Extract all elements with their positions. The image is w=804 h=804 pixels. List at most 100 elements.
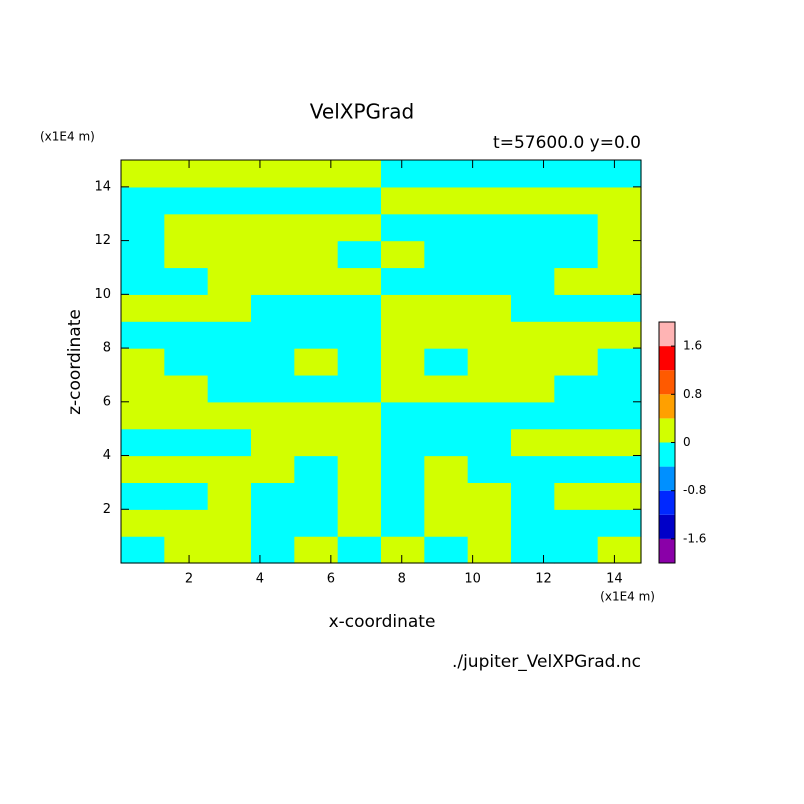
contour-cell — [251, 213, 295, 242]
contour-cell — [251, 401, 295, 430]
x-tick-label: 4 — [256, 572, 264, 587]
contour-cell — [381, 348, 425, 376]
contour-cell — [424, 267, 469, 295]
contour-cell — [381, 321, 425, 349]
contour-cell — [554, 213, 599, 242]
contour-cell — [597, 321, 642, 349]
contour-cell — [294, 186, 339, 215]
contour-cell — [207, 455, 252, 483]
contour-cell — [554, 374, 599, 403]
contour-cell — [207, 186, 252, 215]
chart-subtitle: t=57600.0 y=0.0 — [493, 133, 641, 153]
contour-cell — [597, 294, 642, 322]
contour-cell — [251, 536, 295, 564]
contour-cell — [164, 294, 209, 322]
colorbar-segment — [659, 370, 675, 395]
colorbar-segment — [659, 442, 675, 467]
contour-cell — [597, 160, 642, 188]
contour-cell — [554, 267, 599, 295]
contour-cell — [467, 294, 512, 322]
contour-cell — [424, 240, 469, 269]
contour-cell — [121, 509, 165, 537]
x-tick-label: 6 — [327, 572, 335, 587]
contour-cell — [337, 267, 382, 295]
contour-cell — [251, 240, 295, 269]
contour-cell — [251, 509, 295, 537]
colorbar-segment — [659, 490, 675, 515]
contour-cell — [294, 509, 339, 537]
contour-cell — [164, 455, 209, 483]
contour-cell — [467, 348, 512, 376]
contour-cell — [424, 160, 469, 188]
x-tick-label: 14 — [606, 572, 623, 587]
contour-cell — [337, 321, 382, 349]
contour-cell — [424, 294, 469, 322]
contour-cell — [511, 321, 555, 349]
contour-cell — [554, 160, 599, 188]
contour-cell — [511, 213, 555, 242]
contour-cell — [597, 240, 642, 269]
colorbar-segment — [659, 394, 675, 419]
contour-cell — [164, 267, 209, 295]
colorbar-tick-label: 0 — [683, 435, 691, 449]
contour-cell — [424, 428, 469, 457]
contour-cell — [467, 401, 512, 430]
contour-cell — [467, 160, 512, 188]
contour-cell — [424, 509, 469, 537]
contour-cell — [381, 267, 425, 295]
contour-cell — [511, 401, 555, 430]
contour-cell — [251, 455, 295, 483]
contour-cell — [251, 374, 295, 403]
contour-cell — [207, 213, 252, 242]
contour-cell — [381, 213, 425, 242]
x-unit: (x1E4 m) — [600, 590, 655, 604]
contour-cell — [424, 213, 469, 242]
contour-cell — [467, 267, 512, 295]
contour-cell — [121, 267, 165, 295]
x-tick-label: 12 — [535, 572, 552, 587]
contour-cell — [554, 482, 599, 510]
contour-cell — [424, 536, 469, 564]
colorbar-segment — [659, 418, 675, 443]
contour-cell — [121, 294, 165, 322]
x-tick-label: 10 — [464, 572, 481, 587]
contour-cell — [511, 455, 555, 483]
contour-cell — [121, 160, 165, 188]
x-tick-label: 2 — [185, 572, 193, 587]
contour-cell — [554, 428, 599, 457]
contour-cell — [294, 348, 339, 376]
contour-cell — [597, 213, 642, 242]
contour-cell — [554, 401, 599, 430]
contour-cell — [597, 374, 642, 403]
contour-cell — [597, 348, 642, 376]
contour-cell — [337, 482, 382, 510]
contour-cell — [294, 294, 339, 322]
contour-cell — [467, 186, 512, 215]
contour-cell — [251, 482, 295, 510]
contour-cell — [164, 240, 209, 269]
contour-cell — [381, 401, 425, 430]
contour-cell — [164, 536, 209, 564]
contour-cell — [337, 186, 382, 215]
contour-cell — [554, 455, 599, 483]
x-tick-label: 8 — [398, 572, 406, 587]
contour-cell — [251, 186, 295, 215]
contour-cell — [597, 509, 642, 537]
colorbar-tick-label: -1.6 — [683, 531, 706, 545]
contour-cell — [337, 401, 382, 430]
contour-cell — [251, 321, 295, 349]
contour-cell — [251, 348, 295, 376]
contour-cell — [121, 536, 165, 564]
contour-cell — [597, 401, 642, 430]
contour-cell — [337, 455, 382, 483]
contour-cell — [381, 240, 425, 269]
contour-cell — [294, 401, 339, 430]
contour-cell — [294, 482, 339, 510]
contour-cell — [294, 428, 339, 457]
contour-cell — [337, 348, 382, 376]
y-tick-label: 8 — [103, 341, 111, 356]
contour-cell — [424, 482, 469, 510]
contour-cell — [207, 294, 252, 322]
contour-cell — [424, 455, 469, 483]
